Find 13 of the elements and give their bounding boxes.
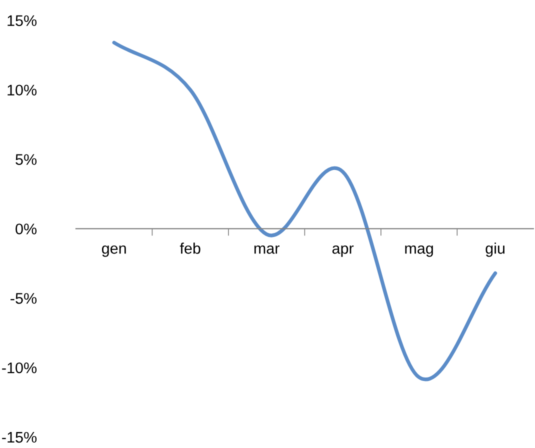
x-tick-label: gen xyxy=(102,245,126,257)
x-tick-label: apr xyxy=(332,245,354,257)
x-tick-label: mar xyxy=(254,245,280,254)
y-tick-label: -15% xyxy=(2,432,37,443)
y-tick-label: 15% xyxy=(8,15,37,26)
y-tick-label: -10% xyxy=(2,362,37,374)
y-tick-label: 10% xyxy=(8,84,37,96)
x-tick-label: mag xyxy=(405,245,433,257)
y-tick-label: 0% xyxy=(16,224,37,234)
y-tick-label: 5% xyxy=(16,154,37,165)
x-tick-label: feb xyxy=(180,242,200,254)
y-tick-label: -5% xyxy=(10,293,37,304)
x-tick-label: giu xyxy=(486,242,504,257)
